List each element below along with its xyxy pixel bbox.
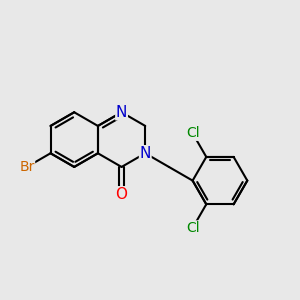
Text: Br: Br (19, 160, 34, 174)
Text: Cl: Cl (186, 221, 200, 235)
Text: Cl: Cl (186, 126, 200, 140)
Text: N: N (116, 105, 127, 120)
Text: O: O (116, 187, 128, 202)
Text: N: N (140, 146, 151, 161)
